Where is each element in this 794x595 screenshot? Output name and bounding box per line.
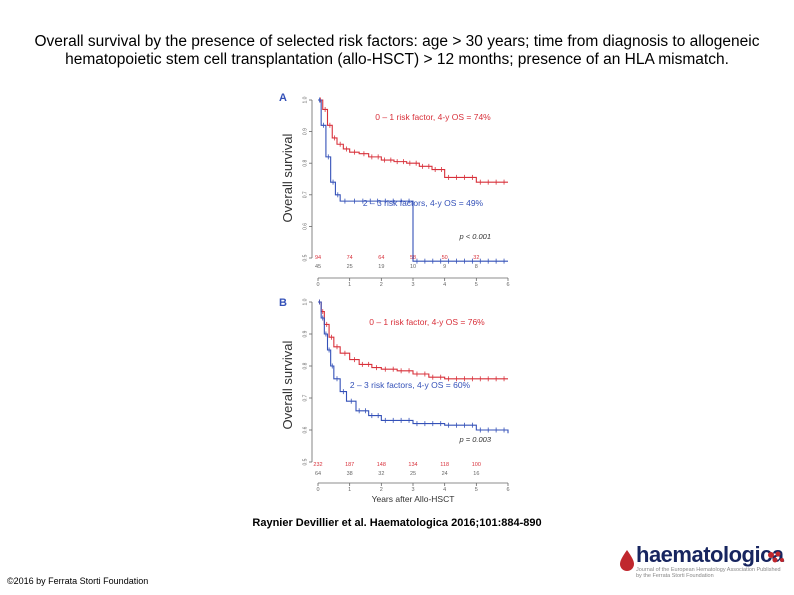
- chart-panel-a: A 0.5 0.6 0.7 0.8 0.9 1.0 Overall survival 0 1 2 3 4…: [279, 92, 510, 288]
- x-tick-label: 0: [316, 487, 319, 493]
- y-tick-label: 0.6: [302, 223, 308, 230]
- logo-mark-icon: [620, 550, 634, 571]
- y-axis-label: Overall survival: [280, 133, 295, 222]
- x-tick-label: 2: [380, 487, 383, 493]
- y-tick-label: 0.9: [302, 128, 308, 135]
- haematologica-logo: haematologica Journal of the European He…: [618, 542, 788, 579]
- at-risk-count: 19: [378, 264, 384, 270]
- panel-letter: A: [279, 92, 287, 104]
- y-tick-label: 1.0: [302, 96, 308, 103]
- y-tick-label: 0.6: [302, 426, 308, 433]
- at-risk-count: 8: [475, 264, 478, 270]
- y-tick-label: 1.0: [302, 298, 308, 305]
- y-tick-label: 0.5: [302, 254, 308, 261]
- at-risk-count: 100: [472, 462, 481, 468]
- at-risk-count: 232: [313, 462, 322, 468]
- x-tick-label: 6: [506, 282, 509, 288]
- at-risk-count: 25: [347, 264, 353, 270]
- chart-panel-b: B 0.5 0.6 0.7 0.8 0.9 1.0 Overall survival 0 1 2 3 4…: [279, 297, 510, 504]
- series-label-blue: 2 – 3 risk factors, 4-y OS = 49%: [363, 198, 484, 208]
- figure-title: Overall survival by the presence of sele…: [34, 33, 760, 68]
- x-axis-label: Years after Allo-HSCT: [372, 494, 455, 504]
- panel-letter: B: [279, 297, 287, 309]
- at-risk-count: 74: [347, 255, 353, 261]
- x-tick-label: 1: [348, 282, 351, 288]
- logo-wordmark: haematologica: [636, 542, 784, 567]
- at-risk-count: 134: [408, 462, 417, 468]
- x-tick-label: 6: [506, 487, 509, 493]
- at-risk-count: 50: [442, 255, 448, 261]
- logo-cells-icon: [768, 551, 784, 563]
- x-tick-label: 3: [411, 487, 414, 493]
- logo-subtitle: Journal of the European Hematology Assoc…: [636, 567, 781, 579]
- y-axis-label: Overall survival: [280, 340, 295, 429]
- citation: Raynier Devillier et al. Haematologica 2…: [252, 517, 542, 529]
- at-risk-count: 187: [345, 462, 354, 468]
- x-tick-label: 0: [316, 282, 319, 288]
- x-tick-label: 2: [380, 282, 383, 288]
- x-tick-label: 1: [348, 487, 351, 493]
- at-risk-count: 16: [473, 471, 479, 477]
- copyright: ©2016 by Ferrata Storti Foundation: [7, 576, 149, 586]
- series-label-red: 0 – 1 risk factor, 4-y OS = 76%: [369, 317, 485, 327]
- at-risk-count: 64: [315, 471, 321, 477]
- y-tick-label: 0.8: [302, 160, 308, 167]
- x-tick-label: 5: [475, 282, 478, 288]
- at-risk-count: 9: [443, 264, 446, 270]
- x-tick-label: 4: [443, 282, 446, 288]
- at-risk-count: 118: [440, 462, 449, 468]
- at-risk-count: 148: [377, 462, 386, 468]
- at-risk-count: 94: [315, 255, 321, 261]
- series-line-red: [318, 301, 508, 380]
- at-risk-count: 32: [473, 255, 479, 261]
- x-tick-label: 4: [443, 487, 446, 493]
- y-tick-label: 0.8: [302, 362, 308, 369]
- series-label-red: 0 – 1 risk factor, 4-y OS = 74%: [375, 112, 491, 122]
- y-tick-label: 0.7: [302, 394, 308, 401]
- at-risk-count: 24: [442, 471, 448, 477]
- series-line-blue: [318, 301, 509, 434]
- x-tick-label: 3: [411, 282, 414, 288]
- p-value: p = 0.003: [459, 435, 492, 444]
- series-label-blue: 2 – 3 risk factors, 4-y OS = 60%: [350, 380, 471, 390]
- y-tick-label: 0.5: [302, 458, 308, 465]
- at-risk-count: 45: [315, 264, 321, 270]
- at-risk-count: 32: [378, 471, 384, 477]
- at-risk-count: 64: [378, 255, 384, 261]
- p-value: p < 0.001: [459, 232, 492, 241]
- series-line-red: [318, 99, 508, 183]
- at-risk-count: 38: [347, 471, 353, 477]
- y-tick-label: 0.7: [302, 191, 308, 198]
- at-risk-count: 10: [410, 264, 416, 270]
- at-risk-count: 25: [410, 471, 416, 477]
- x-tick-label: 5: [475, 487, 478, 493]
- y-tick-label: 0.9: [302, 330, 308, 337]
